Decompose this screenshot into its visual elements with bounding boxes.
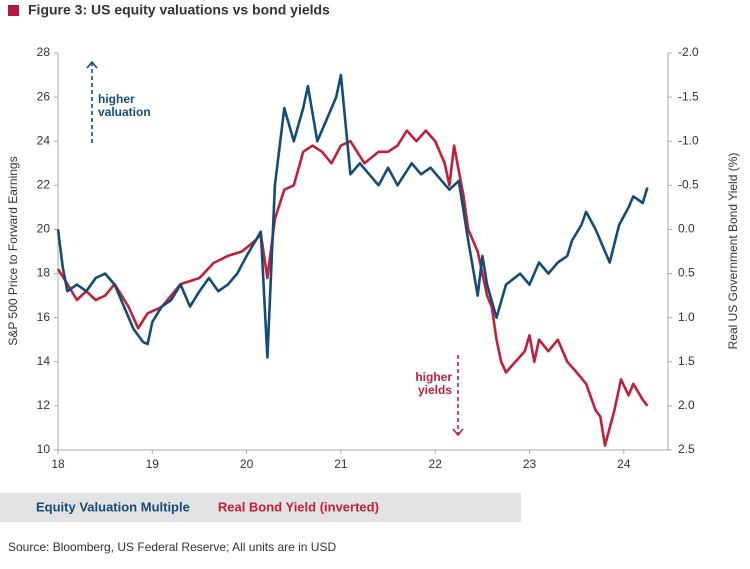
annotation-arrowhead <box>86 60 98 69</box>
series-line <box>56 129 649 447</box>
y-tick-label: 18 <box>37 266 51 280</box>
legend-label: Equity Valuation Multiple <box>36 499 190 514</box>
x-tick-label: 23 <box>523 457 537 471</box>
annotation-text: valuation <box>98 105 151 119</box>
legend-box <box>0 493 521 522</box>
y-tick-label: 22 <box>37 178 51 192</box>
x-tick-label: 20 <box>240 457 254 471</box>
annotation-text: higher <box>415 370 452 384</box>
y2-tick-label: -0.5 <box>678 178 699 192</box>
legend-label: Real Bond Yield (inverted) <box>218 499 379 514</box>
y2-tick-label: 2.0 <box>678 398 695 412</box>
source-note: Source: Bloomberg, US Federal Reserve; A… <box>8 540 336 554</box>
y2-tick-label: 0.0 <box>678 222 695 236</box>
y2-tick-label: 1.5 <box>678 354 695 368</box>
y2-tick-label: -1.5 <box>678 89 699 103</box>
y-tick-label: 12 <box>37 398 51 412</box>
y2-tick-label: 2.5 <box>678 442 695 456</box>
y-axis-label: S&P 500 Price to Forward Earnings <box>6 156 20 345</box>
y-tick-label: 20 <box>37 222 51 236</box>
y-tick-label: 28 <box>37 45 51 59</box>
annotation-text: higher <box>98 92 135 106</box>
y-tick-label: 26 <box>37 89 51 103</box>
y-tick-label: 14 <box>37 354 51 368</box>
x-tick-label: 21 <box>334 457 348 471</box>
y-tick-label: 16 <box>37 310 51 324</box>
title-marker <box>8 5 19 16</box>
y2-tick-label: 1.0 <box>678 310 695 324</box>
y2-tick-label: -1.0 <box>678 133 699 147</box>
annotation-text: yields <box>418 383 452 397</box>
x-tick-label: 18 <box>51 457 65 471</box>
chart-title: Figure 3: US equity valuations vs bond y… <box>28 2 330 18</box>
y-tick-label: 24 <box>37 133 51 147</box>
y2-tick-label: 0.5 <box>678 266 695 280</box>
x-tick-label: 24 <box>617 457 631 471</box>
x-tick-label: 22 <box>429 457 443 471</box>
x-tick-label: 19 <box>146 457 160 471</box>
annotation-arrowhead <box>452 428 464 437</box>
y2-tick-label: -2.0 <box>678 45 699 59</box>
y-tick-label: 10 <box>37 442 51 456</box>
series-line <box>56 73 649 359</box>
y2-axis-label: Real US Government Bond Yield (%) <box>726 153 740 350</box>
